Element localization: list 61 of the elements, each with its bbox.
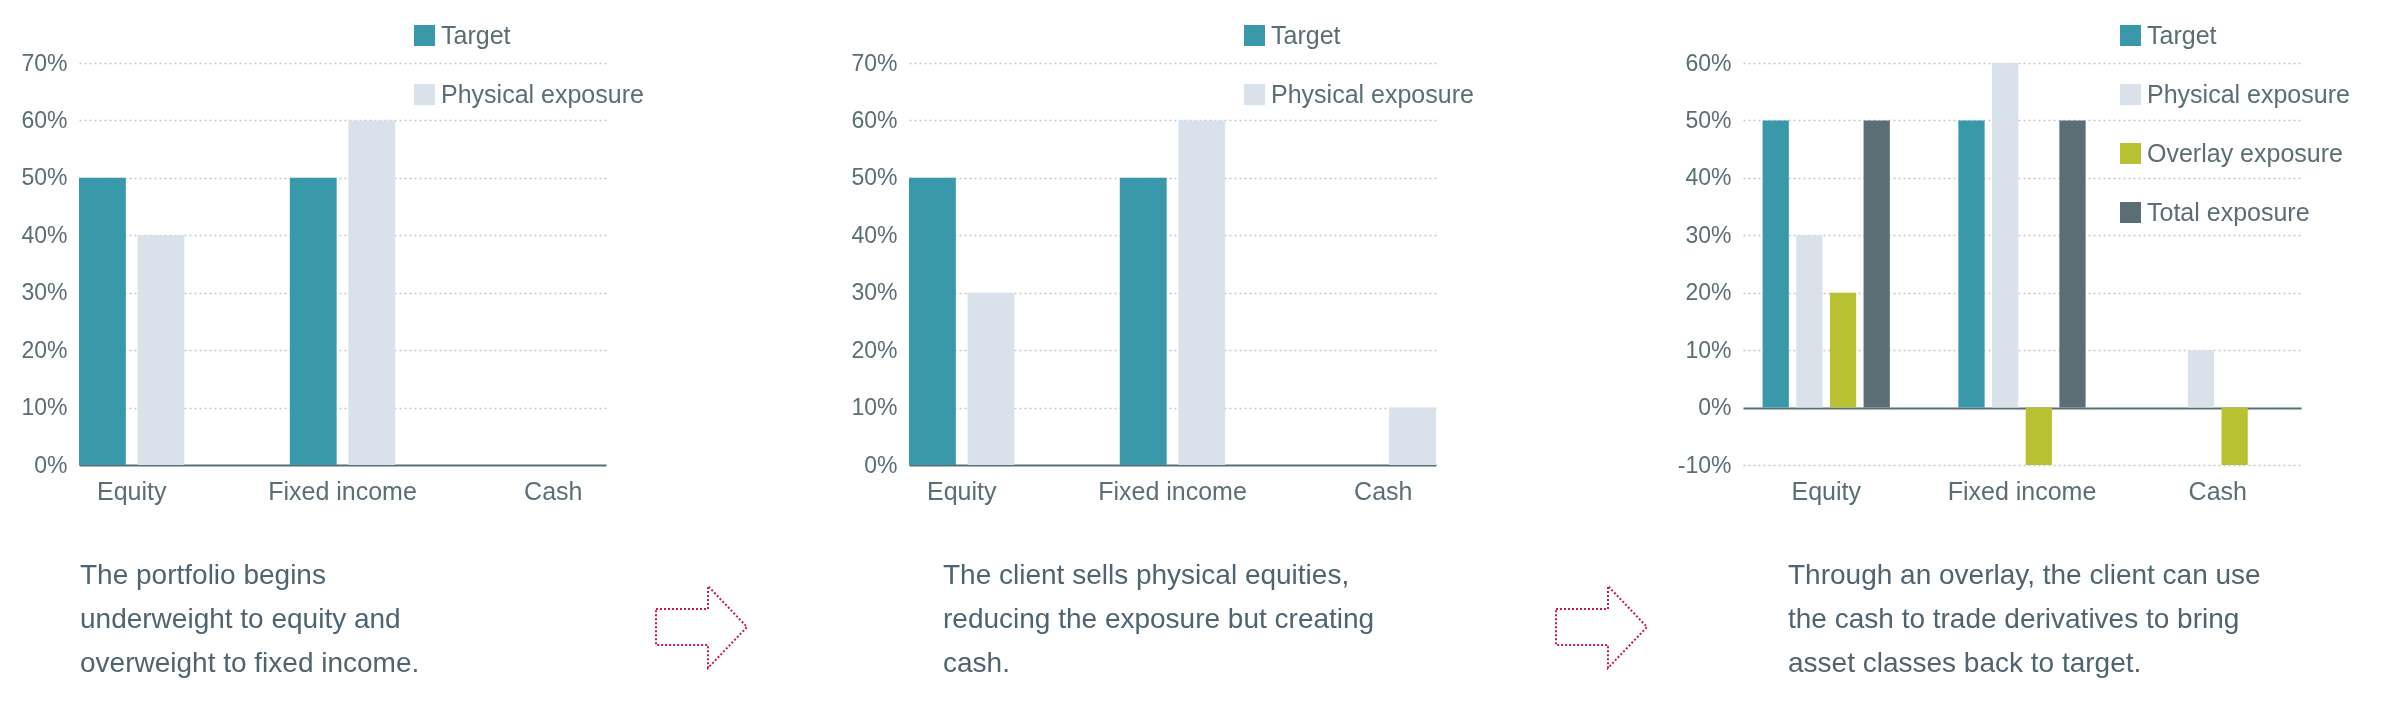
legend-label: Physical exposure [441, 79, 644, 108]
y-tick-label: 20% [1685, 279, 1732, 306]
y-tick-label: 0% [864, 451, 898, 478]
y-tick-label: 20% [21, 336, 68, 363]
y-tick-label: 30% [851, 279, 898, 306]
bar [348, 120, 396, 465]
x-tick-label: Fixed income [1947, 476, 2097, 505]
bar [137, 235, 185, 465]
y-tick-label: 40% [1685, 164, 1732, 191]
bar [1119, 177, 1167, 465]
y-tick-label: 50% [851, 164, 898, 191]
y-tick-label: 30% [21, 279, 68, 306]
y-tick-label: 40% [851, 221, 898, 248]
bar [1796, 235, 1823, 408]
x-tick-label: Fixed income [1098, 476, 1247, 505]
y-tick-label: 50% [1685, 106, 1732, 133]
y-tick-label: 60% [1685, 49, 1732, 76]
legend-label: Target [2147, 20, 2217, 49]
bar [1389, 407, 1436, 465]
bar [909, 177, 956, 465]
legend-label: Physical exposure [2147, 79, 2350, 108]
x-tick-label: Cash [1354, 476, 1413, 505]
x-tick-label: Cash [2188, 476, 2247, 505]
y-tick-label: 20% [851, 336, 898, 363]
bar [1829, 292, 1857, 408]
y-tick-label: 10% [851, 394, 898, 421]
y-tick-label: 60% [851, 106, 898, 133]
y-tick-label: 0% [1698, 394, 1732, 421]
legend-label: Total exposure [2147, 197, 2310, 226]
x-tick-label: Equity [96, 476, 167, 505]
bar [2221, 407, 2248, 465]
y-tick-label: 30% [1685, 221, 1732, 248]
x-tick-label: Equity [1791, 476, 1862, 505]
y-tick-label: -10% [1677, 451, 1732, 478]
bar [2187, 350, 2215, 408]
x-tick-label: Fixed income [268, 476, 417, 505]
bar [1958, 120, 1985, 408]
y-tick-label: 10% [21, 394, 68, 421]
bar [967, 292, 1015, 465]
bar [1762, 120, 1789, 408]
y-tick-label: 10% [1685, 336, 1732, 363]
x-tick-label: Cash [524, 476, 583, 505]
legend-label: Target [441, 20, 511, 49]
legend-label: Target [1271, 20, 1341, 49]
x-tick-label: Equity [926, 476, 997, 505]
text: The client sells physical equities, reducing the exposure but creating cash. [943, 558, 1376, 680]
y-tick-label: 70% [21, 49, 68, 76]
legend-label: Overlay exposure [2147, 138, 2343, 167]
y-tick-label: 50% [21, 164, 68, 191]
bar [79, 177, 126, 465]
bar [1992, 63, 2019, 408]
y-tick-label: 40% [21, 221, 68, 248]
y-tick-label: 0% [34, 451, 68, 478]
text: Through an overlay, the client can use the cash to trade derivatives to bring asset classes back to target. [1788, 558, 2262, 680]
bar [1178, 120, 1226, 465]
legend-label: Physical exposure [1271, 79, 1474, 108]
y-tick-label: 60% [21, 106, 68, 133]
text: The portfolio begins underweight to equity and overweight to fixed income. [80, 558, 421, 680]
bar [289, 177, 337, 465]
y-tick-label: 70% [851, 49, 898, 76]
bar [2025, 407, 2052, 465]
